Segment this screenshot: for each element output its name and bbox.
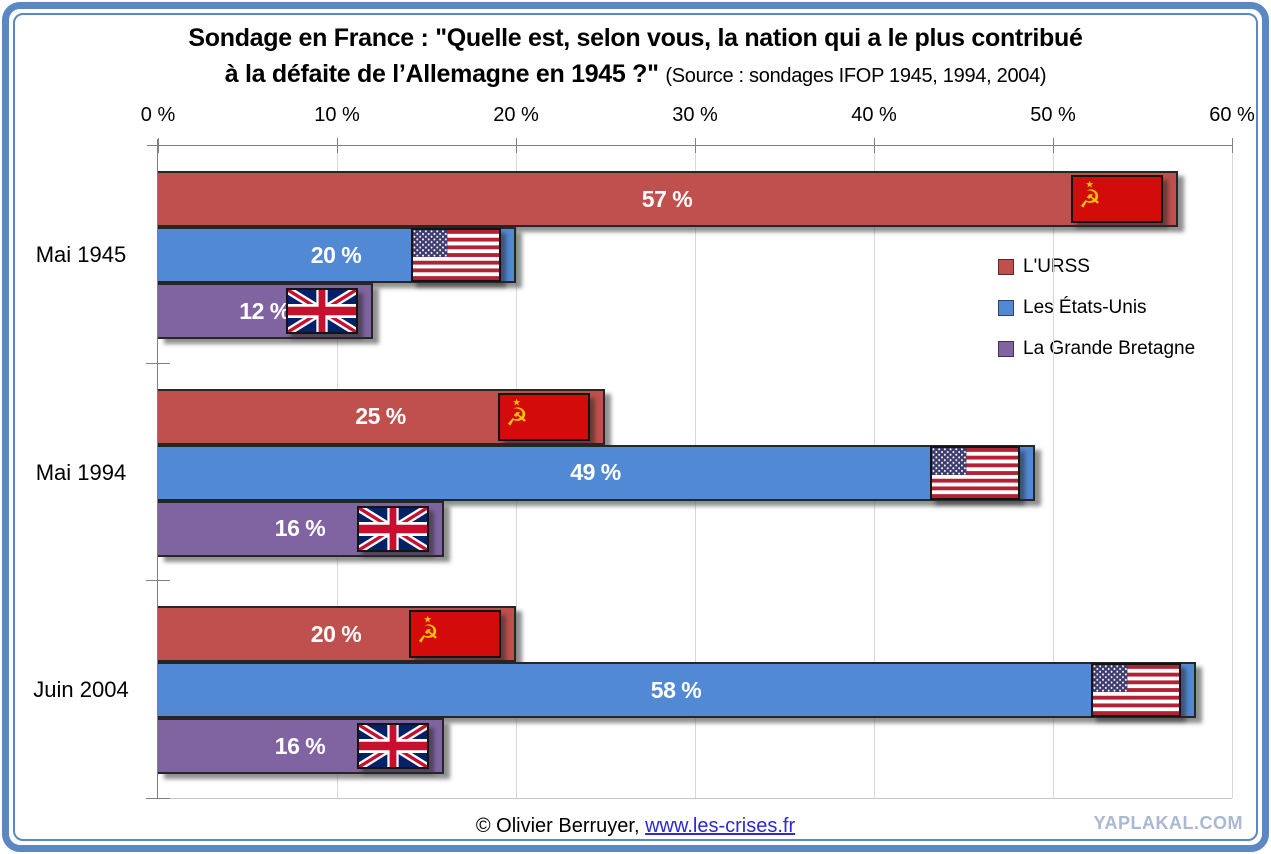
legend-label: L'URSS (1023, 255, 1090, 277)
bar-ussr: 25 % (158, 388, 605, 445)
gridline (1052, 145, 1054, 798)
legend-item: L'URSS (998, 246, 1195, 287)
legend: L'URSS Les États-Unis La Grande Bretagne (998, 246, 1195, 369)
title-question: à la défaite de l’Allemagne en 1945 ?" (224, 60, 659, 88)
category-label: Juin 2004 (33, 677, 129, 703)
legend-swatch-icon (998, 299, 1014, 316)
axis-tick-label: 30 % (672, 104, 718, 126)
legend-label: La Grande Bretagne (1023, 337, 1196, 359)
title-line1: Sondage en France : "Quelle est, selon v… (188, 24, 1083, 52)
category-label: Mai 1945 (35, 242, 127, 267)
plot-bottom-border (158, 798, 1232, 799)
bar-usa: 20 % (158, 227, 516, 283)
category-separator-tick (146, 362, 170, 364)
legend-label: Les États-Unis (1023, 296, 1147, 318)
ussr-flag-icon (498, 392, 590, 441)
axis-tick-label: 10 % (314, 104, 360, 126)
usa-flag-icon (1091, 663, 1181, 718)
title-line2: à la défaite de l’Allemagne en 1945 ?" (… (0, 60, 1271, 89)
uk-flag-icon (357, 723, 429, 770)
les-crises-link[interactable]: www.les-crises.fr (645, 815, 796, 837)
title-source: (Source : sondages IFOP 1945, 1994, 2004… (665, 65, 1047, 87)
category-separator-tick (146, 798, 170, 799)
legend-swatch-icon (998, 258, 1014, 275)
gridline (1231, 145, 1233, 798)
axis-line-left (157, 139, 158, 798)
bar-uk: 12 % (158, 283, 373, 339)
category-separator-tick (146, 580, 170, 582)
axis-tick-label: 40 % (851, 104, 897, 126)
bar-value-label: 12 % (239, 297, 290, 324)
axis-line-top (147, 145, 1232, 146)
uk-flag-icon (357, 505, 429, 552)
chart-title: Sondage en France : "Quelle est, selon v… (0, 24, 1271, 89)
uk-flag-icon (286, 288, 358, 334)
legend-item: La Grande Bretagne (998, 328, 1195, 369)
bar-value-label: 20 % (310, 620, 362, 647)
axis-tick (1231, 138, 1233, 153)
legend-item: Les États-Unis (998, 287, 1195, 328)
ussr-flag-icon (1071, 175, 1163, 223)
footer: © Olivier Berruyer, www.les-crises.fr (0, 815, 1271, 838)
bar-value-label: 16 % (274, 515, 326, 542)
axis-tick-label: 50 % (1030, 104, 1076, 126)
bar-usa: 58 % (158, 662, 1196, 719)
bar-value-label: 20 % (310, 241, 362, 268)
watermark: YAPLAKAL.COM (1093, 813, 1243, 833)
bar-value-label: 49 % (570, 459, 621, 486)
axis-tick-label: 60 % (1209, 104, 1255, 126)
axis-tick-label: 0 % (140, 104, 176, 126)
usa-flag-icon (930, 445, 1020, 500)
bar-ussr: 20 % (158, 606, 516, 663)
bar-value-label: 58 % (650, 676, 702, 703)
bar-usa: 49 % (158, 444, 1035, 501)
axis-tick-label: 20 % (493, 104, 539, 126)
usa-flag-icon (411, 228, 501, 282)
bar-uk: 16 % (158, 718, 444, 775)
bar-ussr: 57 % (158, 171, 1178, 227)
category-label: Mai 1994 (35, 459, 127, 485)
bar-value-label: 25 % (355, 403, 406, 430)
bar-uk: 16 % (158, 500, 444, 557)
bar-value-label: 57 % (641, 185, 693, 212)
bar-value-label: 16 % (274, 732, 326, 759)
copyright-text: © Olivier Berruyer, (475, 815, 640, 837)
legend-swatch-icon (998, 340, 1014, 357)
ussr-flag-icon (409, 610, 501, 659)
